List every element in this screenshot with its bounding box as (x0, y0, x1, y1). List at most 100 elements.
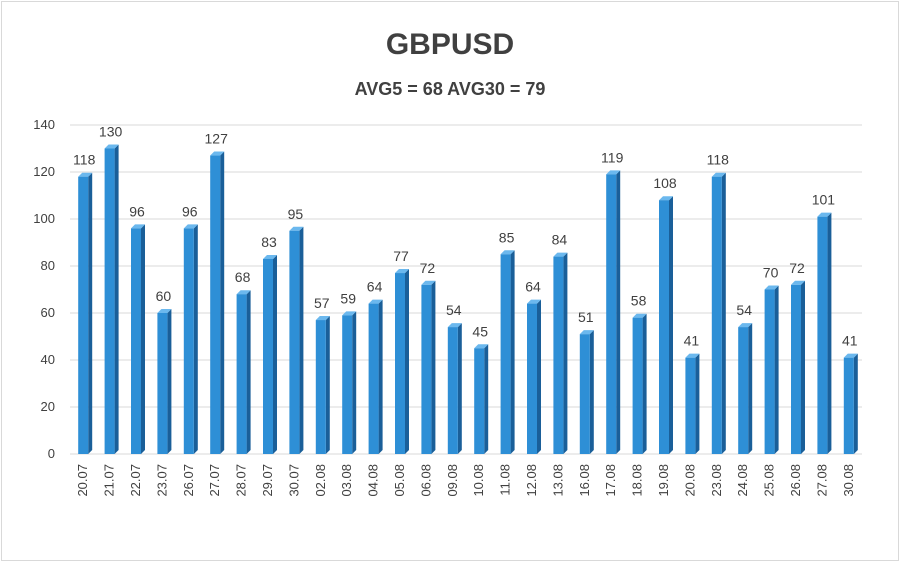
bar (553, 252, 568, 454)
bar (764, 285, 779, 454)
bar (659, 196, 673, 454)
bar (791, 280, 805, 454)
x-tick-label: 29.07 (260, 464, 275, 497)
bar (500, 250, 515, 454)
bar (395, 269, 409, 454)
data-label: 68 (235, 269, 251, 285)
x-tick-label: 26.07 (181, 464, 196, 497)
x-tick-label: 19.08 (656, 464, 671, 497)
data-label: 45 (472, 323, 488, 339)
y-tick-label: 60 (41, 305, 55, 320)
data-label: 41 (842, 333, 858, 349)
x-tick-label: 27.07 (207, 464, 222, 497)
data-label: 83 (261, 234, 277, 250)
gridlines (70, 124, 862, 455)
x-tick-label: 30.07 (286, 464, 301, 497)
bars (78, 144, 858, 455)
x-tick-label: 26.08 (788, 464, 803, 497)
bar (104, 144, 119, 454)
x-tick-label: 22.07 (128, 464, 143, 497)
bar (606, 170, 621, 454)
data-label: 64 (367, 279, 383, 295)
x-axis-ticks: 20.07 21.07 22.07 23.07 26.07 27.07 28.07 29.07… (75, 464, 856, 497)
data-label: 96 (182, 203, 198, 219)
x-tick-label: 23.07 (154, 464, 169, 497)
y-tick-label: 40 (41, 352, 55, 367)
data-label: 96 (129, 203, 145, 219)
y-tick-label: 100 (33, 211, 55, 226)
data-label: 41 (684, 333, 700, 349)
data-label: 51 (578, 309, 594, 325)
y-tick-label: 20 (41, 399, 55, 414)
bar (263, 254, 277, 454)
chart-title: GBPUSD (385, 28, 515, 61)
data-label: 54 (736, 302, 752, 318)
y-axis-ticks: 0 20 40 60 80 100 120 140 (33, 117, 55, 461)
x-tick-label: 16.08 (577, 464, 592, 497)
x-tick-label: 03.08 (339, 464, 354, 497)
data-label: 118 (73, 152, 96, 168)
x-tick-label: 20.07 (75, 464, 90, 497)
y-tick-label: 120 (33, 164, 55, 179)
x-tick-label: 27.08 (814, 464, 829, 497)
bar (131, 224, 145, 454)
data-label: 119 (601, 149, 624, 165)
y-tick-label: 80 (41, 258, 55, 273)
data-label: 95 (288, 206, 304, 222)
bar (685, 353, 700, 454)
y-tick-label: 0 (48, 446, 55, 461)
x-tick-label: 21.07 (102, 464, 117, 497)
data-label: 70 (763, 265, 779, 281)
x-tick-label: 05.08 (392, 464, 407, 497)
bar (289, 226, 304, 454)
bar (315, 316, 330, 454)
data-label: 72 (420, 260, 436, 276)
bar (421, 280, 436, 454)
data-label: 60 (156, 288, 172, 304)
data-label: 58 (631, 293, 647, 309)
bar (342, 311, 357, 454)
bar (474, 344, 489, 454)
data-label: 101 (812, 192, 836, 208)
data-label: 130 (99, 124, 123, 140)
chart-subtitle: AVG5 = 68 AVG30 = 79 (354, 79, 546, 99)
data-label: 54 (446, 302, 462, 318)
x-tick-label: 17.08 (603, 464, 618, 497)
x-tick-label: 30.08 (841, 464, 856, 497)
bar (368, 299, 383, 454)
bar (711, 172, 726, 454)
y-tick-label: 140 (33, 117, 55, 132)
bar (817, 212, 832, 454)
data-label: 72 (789, 260, 805, 276)
data-label: 108 (653, 175, 677, 191)
bar (157, 309, 172, 454)
x-tick-label: 18.08 (630, 464, 645, 497)
bar (527, 299, 541, 454)
x-tick-label: 13.08 (550, 464, 565, 497)
bar (236, 290, 251, 454)
data-label: 77 (393, 248, 409, 264)
x-tick-label: 06.08 (418, 464, 433, 497)
data-label: 64 (525, 279, 541, 295)
x-tick-label: 25.08 (762, 464, 777, 497)
x-tick-label: 24.08 (735, 464, 750, 497)
data-label: 85 (499, 229, 515, 245)
bar (210, 151, 225, 455)
data-label: 118 (707, 152, 730, 168)
bar (632, 313, 647, 454)
x-tick-label: 23.08 (709, 464, 724, 497)
x-tick-label: 11.08 (498, 464, 513, 496)
x-tick-label: 04.08 (366, 464, 381, 497)
data-label: 84 (552, 232, 568, 248)
bar (78, 172, 93, 454)
x-tick-label: 02.08 (313, 464, 328, 497)
x-tick-label: 28.07 (234, 464, 249, 497)
x-tick-label: 09.08 (445, 464, 460, 497)
data-label: 59 (340, 290, 356, 306)
bar (447, 323, 462, 454)
data-label: 127 (205, 131, 229, 147)
x-tick-label: 20.08 (682, 464, 697, 497)
